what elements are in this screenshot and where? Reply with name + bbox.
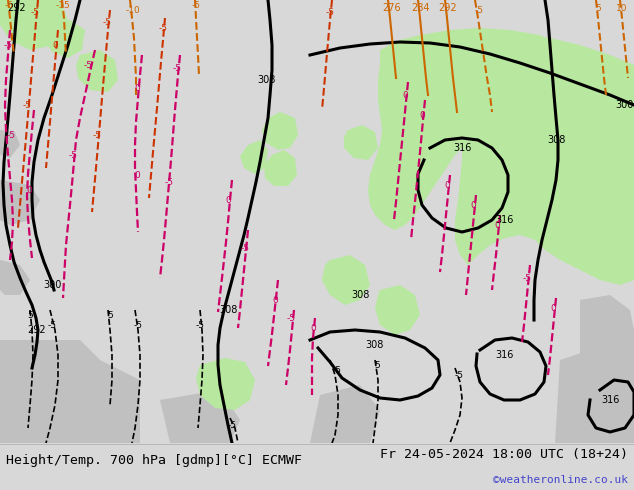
Text: -5: -5	[195, 320, 205, 329]
Text: 308: 308	[258, 75, 276, 85]
Text: 0: 0	[310, 323, 316, 333]
Text: -5: -5	[30, 7, 39, 17]
Polygon shape	[580, 295, 634, 443]
Polygon shape	[368, 28, 580, 230]
Text: -5: -5	[228, 420, 236, 430]
Text: 0: 0	[26, 186, 32, 195]
Text: -5: -5	[134, 320, 143, 329]
Text: -5: -5	[287, 314, 295, 322]
Text: 308: 308	[366, 340, 384, 350]
Text: 0: 0	[402, 91, 408, 99]
Text: Fr 24-05-2024 18:00 UTC (18+24): Fr 24-05-2024 18:00 UTC (18+24)	[380, 448, 628, 461]
Text: 292: 292	[8, 3, 27, 13]
Polygon shape	[344, 125, 378, 160]
Polygon shape	[322, 255, 370, 305]
Text: 316: 316	[495, 215, 513, 225]
Text: -5: -5	[6, 130, 15, 140]
Text: 5: 5	[27, 311, 33, 319]
Polygon shape	[76, 50, 118, 92]
Polygon shape	[44, 20, 85, 58]
Text: 300: 300	[616, 100, 634, 110]
Polygon shape	[0, 180, 40, 225]
Text: 308: 308	[351, 290, 369, 300]
Text: 0: 0	[444, 180, 450, 190]
Polygon shape	[310, 385, 380, 443]
Text: -5: -5	[522, 273, 531, 283]
Text: 5: 5	[595, 3, 601, 13]
Text: -5: -5	[84, 60, 93, 70]
Polygon shape	[240, 140, 268, 174]
Text: -10: -10	[126, 5, 140, 15]
Text: -15: -15	[56, 0, 70, 9]
Text: 0: 0	[419, 111, 425, 120]
Polygon shape	[0, 340, 140, 443]
Text: -5: -5	[68, 150, 77, 160]
Text: -5: -5	[455, 370, 463, 379]
Text: -5: -5	[22, 100, 32, 109]
Text: 276: 276	[383, 3, 401, 13]
Text: -5: -5	[4, 41, 13, 49]
Polygon shape	[0, 130, 20, 158]
Text: 5: 5	[107, 311, 113, 319]
Text: -5: -5	[325, 7, 335, 17]
Text: -5: -5	[158, 24, 167, 32]
Text: 0: 0	[272, 295, 278, 304]
Text: -5: -5	[474, 5, 484, 15]
Text: 0: 0	[134, 83, 140, 93]
Polygon shape	[160, 390, 240, 443]
Text: 284: 284	[411, 3, 430, 13]
Text: 308: 308	[219, 305, 237, 315]
Polygon shape	[375, 285, 420, 335]
Polygon shape	[0, 0, 70, 50]
Text: -5: -5	[191, 0, 200, 9]
Text: Height/Temp. 700 hPa [gdmp][°C] ECMWF: Height/Temp. 700 hPa [gdmp][°C] ECMWF	[6, 454, 302, 467]
Text: 0: 0	[225, 196, 231, 204]
Text: ©weatheronline.co.uk: ©weatheronline.co.uk	[493, 475, 628, 485]
Text: -5: -5	[332, 366, 342, 374]
Text: -5: -5	[4, 0, 13, 9]
Text: 0: 0	[494, 220, 500, 229]
Polygon shape	[262, 112, 298, 150]
Text: -5: -5	[93, 130, 101, 140]
Text: 316: 316	[496, 350, 514, 360]
Polygon shape	[0, 260, 30, 295]
Text: 292: 292	[439, 3, 457, 13]
Text: 316: 316	[453, 143, 471, 153]
Text: 10: 10	[616, 3, 628, 13]
Text: 0: 0	[550, 303, 556, 313]
Text: -5: -5	[164, 177, 174, 187]
Text: -5: -5	[103, 18, 112, 26]
Polygon shape	[196, 358, 255, 410]
Polygon shape	[555, 350, 610, 443]
Text: 300: 300	[44, 280, 62, 290]
Polygon shape	[264, 150, 297, 186]
Text: -5: -5	[240, 244, 250, 252]
Text: 292: 292	[28, 325, 46, 335]
Text: 5: 5	[374, 361, 380, 369]
Text: 316: 316	[601, 395, 619, 405]
Text: 0: 0	[134, 171, 140, 179]
Text: 0: 0	[470, 200, 476, 210]
Polygon shape	[455, 35, 634, 285]
Text: -5: -5	[172, 64, 181, 73]
Text: -5: -5	[48, 320, 56, 329]
Text: 0: 0	[52, 41, 58, 49]
Text: 308: 308	[547, 135, 565, 145]
